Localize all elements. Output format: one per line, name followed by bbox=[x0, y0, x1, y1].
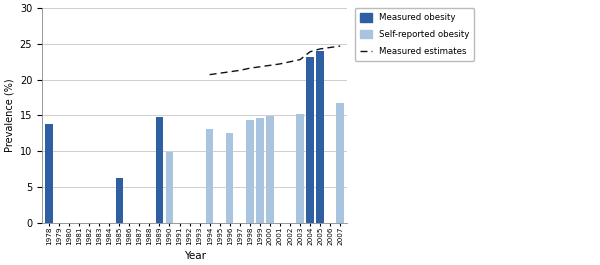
Bar bbox=[307, 111, 314, 223]
Bar bbox=[206, 129, 214, 223]
Bar bbox=[45, 124, 53, 223]
Bar bbox=[246, 120, 254, 223]
Bar bbox=[155, 117, 163, 223]
Y-axis label: Prevalence (%): Prevalence (%) bbox=[4, 79, 14, 152]
X-axis label: Year: Year bbox=[184, 251, 206, 261]
Bar bbox=[166, 152, 173, 223]
Bar bbox=[296, 114, 304, 223]
Bar bbox=[226, 133, 233, 223]
Bar bbox=[316, 110, 324, 223]
Bar bbox=[266, 116, 274, 223]
Bar bbox=[307, 58, 314, 223]
Bar bbox=[316, 51, 324, 223]
Bar bbox=[337, 103, 344, 223]
Legend: Measured obesity, Self-reported obesity, Measured estimates: Measured obesity, Self-reported obesity,… bbox=[355, 8, 474, 61]
Bar bbox=[256, 118, 263, 223]
Bar bbox=[116, 178, 123, 223]
